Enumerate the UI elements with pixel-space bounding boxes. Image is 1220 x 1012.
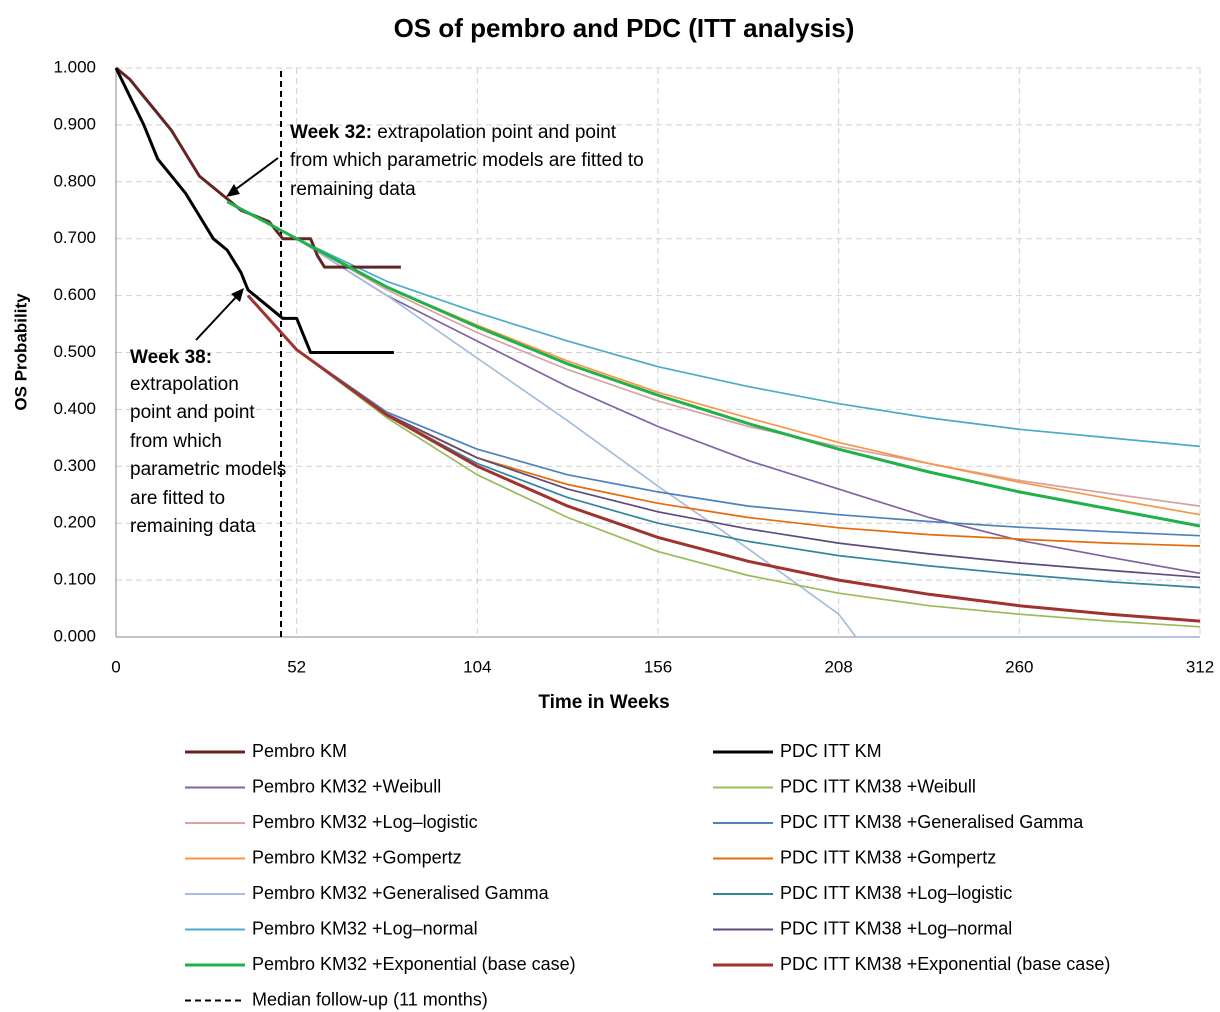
arrowhead: [226, 184, 240, 197]
y-tick-label: 0.800: [53, 171, 96, 190]
annotation-line: point and point: [130, 402, 255, 423]
series-line: [247, 295, 1201, 628]
series-line: [246, 294, 1201, 623]
y-tick-label: 1.000: [53, 57, 96, 76]
series-line: [226, 200, 1201, 516]
legend-label: Pembro KM32 +Log–normal: [252, 918, 478, 938]
annotation-line: remaining data: [290, 179, 416, 200]
legend-label: Pembro KM32 +Log–logistic: [252, 812, 478, 832]
series-line: [226, 200, 1201, 507]
series-line: [247, 295, 1201, 589]
annotation-text: Week 32: extrapolation point and point: [290, 122, 617, 143]
x-axis-label: Time in Weeks: [538, 692, 669, 713]
annotation-line: from which: [130, 431, 222, 452]
annotation-line: from which parametric models are fitted …: [290, 150, 644, 171]
legend-label: PDC ITT KM: [780, 741, 882, 761]
legend-label: PDC ITT KM38 +Generalised Gamma: [780, 812, 1084, 832]
series-line: [226, 200, 1200, 638]
series-line: [226, 200, 1201, 448]
y-axis-label: OS Probability: [11, 293, 30, 411]
legend-label: PDC ITT KM38 +Log–normal: [780, 918, 1012, 938]
annotation-line: are fitted to: [130, 488, 225, 509]
annotation-line: extrapolation point and point: [372, 122, 617, 143]
y-tick-label: 0.200: [53, 513, 96, 532]
y-tick-label: 0.600: [53, 285, 96, 304]
series-line: [114, 67, 394, 354]
y-tick-label: 0.000: [53, 626, 96, 645]
annotation-week-32: Week 32: extrapolation point and point f…: [226, 122, 644, 200]
annotation-line: remaining data: [130, 516, 256, 537]
x-tick-label: 104: [463, 657, 491, 676]
legend-label: Median follow-up (11 months): [252, 989, 488, 1009]
y-tick-label: 0.100: [53, 570, 96, 589]
series-line: [247, 295, 1201, 579]
annotation-heading: Week 38:: [130, 347, 212, 368]
arrow: [231, 157, 279, 193]
legend-label: PDC ITT KM38 +Log–logistic: [780, 883, 1012, 903]
plot: [114, 66, 1201, 638]
series-line: [226, 200, 1201, 528]
legend: Pembro KM Pembro KM32 +Weibull Pembro KM32…: [185, 741, 1110, 1009]
x-tick-label: 0: [111, 657, 120, 676]
y-tick-label: 0.300: [53, 456, 96, 475]
legend-label: PDC ITT KM38 +Gompertz: [780, 847, 996, 867]
legend-label: PDC ITT KM38 +Exponential (base case): [780, 954, 1110, 974]
y-tick-label: 0.500: [53, 342, 96, 361]
y-tick-label: 0.400: [53, 399, 96, 418]
grid: 0.000 0.100 0.200 0.300 0.400 0.500 0.600 0.700…: [53, 57, 1214, 676]
series-line: [247, 295, 1201, 537]
annotation-line: extrapolation: [130, 374, 239, 395]
x-tick-label: 208: [824, 657, 852, 676]
legend-label: Pembro KM32 +Gompertz: [252, 847, 462, 867]
legend-label: Pembro KM32 +Generalised Gamma: [252, 883, 550, 903]
legend-label: Pembro KM32 +Weibull: [252, 776, 441, 796]
x-tick-label: 52: [287, 657, 306, 676]
y-tick-label: 0.900: [53, 114, 96, 133]
chart-title: OS of pembro and PDC (ITT analysis): [394, 13, 855, 43]
legend-label: PDC ITT KM38 +Weibull: [780, 776, 976, 796]
x-tick-label: 156: [644, 657, 672, 676]
y-tick-label: 0.700: [53, 228, 96, 247]
annotation-heading: Week 32:: [290, 122, 372, 143]
x-tick-label: 260: [1005, 657, 1033, 676]
arrowhead: [231, 288, 244, 302]
annotation-week-38: Week 38: extrapolation point and point f…: [130, 288, 286, 537]
legend-label: Pembro KM: [252, 741, 347, 761]
legend-label: Pembro KM32 +Exponential (base case): [252, 954, 576, 974]
annotation-line: parametric models: [130, 459, 286, 480]
arrow: [195, 294, 239, 341]
x-tick-label: 312: [1186, 657, 1214, 676]
series-line: [226, 200, 1201, 575]
